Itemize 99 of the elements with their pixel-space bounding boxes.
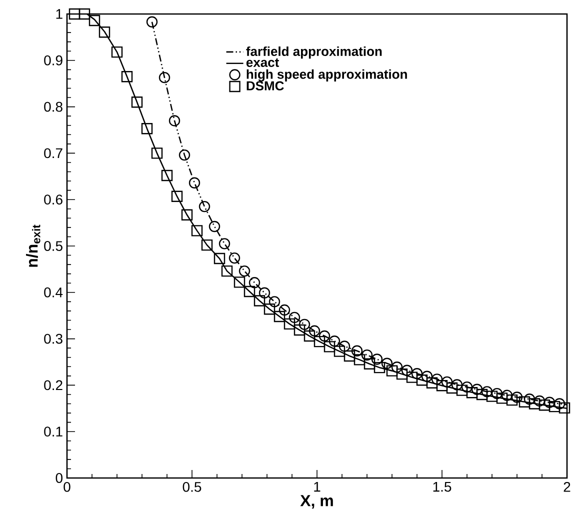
point (98, 26, 110, 38)
point (298, 318, 310, 330)
point (426, 377, 438, 388)
legend-label: DSMC (246, 81, 284, 90)
point (294, 324, 306, 336)
point (201, 239, 213, 251)
point (411, 368, 423, 380)
point (361, 349, 373, 361)
point (181, 209, 193, 221)
y-tick-label: 0.6 (44, 194, 62, 205)
point (234, 276, 246, 288)
point (344, 350, 356, 362)
legend-label: farfield approximation (246, 46, 382, 59)
y-tick-label: 0.2 (44, 380, 62, 390)
legend-label: exact (246, 58, 280, 67)
point (141, 123, 153, 134)
y-tick-label: 0.1 (44, 426, 62, 437)
point (198, 200, 210, 212)
point (558, 402, 570, 414)
point (78, 8, 90, 20)
point (171, 190, 183, 202)
point (318, 330, 330, 342)
point (446, 382, 458, 394)
point (364, 358, 376, 370)
point (314, 336, 326, 348)
point (354, 354, 366, 366)
point (401, 364, 413, 376)
point (221, 265, 233, 277)
point (238, 265, 250, 277)
x-tick-label: 0.5 (182, 482, 202, 492)
y-tick-label: 1 (56, 9, 62, 19)
point (131, 96, 143, 108)
point (528, 398, 540, 410)
point (391, 362, 403, 373)
point (208, 220, 220, 232)
point (518, 396, 530, 408)
point (248, 277, 260, 288)
point (218, 238, 230, 250)
point (351, 345, 363, 356)
point (506, 394, 518, 406)
y-tick-label: 0.3 (44, 334, 62, 344)
point (254, 295, 266, 306)
point (244, 286, 256, 298)
point (396, 368, 408, 380)
y-tick-label: 0.5 (44, 241, 62, 251)
point (188, 177, 200, 188)
y-tick-label: 0.9 (44, 55, 62, 66)
point (228, 252, 240, 264)
point (304, 330, 316, 342)
point (406, 372, 418, 383)
point (168, 115, 180, 126)
point (161, 170, 173, 182)
point (476, 388, 488, 400)
point (486, 390, 498, 402)
point (284, 318, 296, 330)
point (191, 225, 203, 236)
point (288, 312, 300, 324)
point (416, 374, 428, 386)
x-tick-label: 1 (314, 482, 320, 492)
point (524, 394, 536, 405)
point (258, 287, 270, 298)
point (548, 400, 560, 412)
x-axis-title: X, m (300, 495, 333, 509)
point (374, 362, 386, 374)
y-axis-title: n/n$_{exit}$ (26, 224, 40, 267)
y-tick-label: 0.7 (44, 148, 62, 158)
point (334, 346, 346, 357)
point (338, 340, 350, 352)
point (386, 365, 398, 376)
point (178, 149, 190, 161)
point (456, 384, 468, 396)
point (151, 148, 163, 159)
point (268, 296, 280, 308)
point (381, 358, 393, 369)
x-tick-label: 0 (64, 482, 70, 492)
point (264, 304, 276, 315)
point (274, 310, 286, 322)
point (466, 387, 478, 398)
y-tick-label: 0.4 (44, 287, 63, 298)
point (68, 8, 80, 20)
point (308, 325, 320, 337)
point (214, 252, 226, 264)
point (496, 392, 508, 404)
point (324, 341, 336, 352)
point (158, 72, 170, 84)
point (121, 71, 133, 82)
y-tick-label: 0.8 (44, 102, 62, 112)
x-tick-label: 2 (564, 482, 570, 492)
point (146, 16, 158, 28)
x-tick-label: 1.5 (433, 482, 452, 492)
point (278, 304, 290, 316)
point (88, 14, 100, 26)
point (328, 336, 340, 347)
point (371, 354, 383, 365)
point (538, 400, 550, 411)
y-tick-label: 0 (56, 473, 62, 483)
point (436, 380, 448, 392)
point (111, 46, 123, 58)
legend-label: high speed approximation (246, 69, 407, 82)
